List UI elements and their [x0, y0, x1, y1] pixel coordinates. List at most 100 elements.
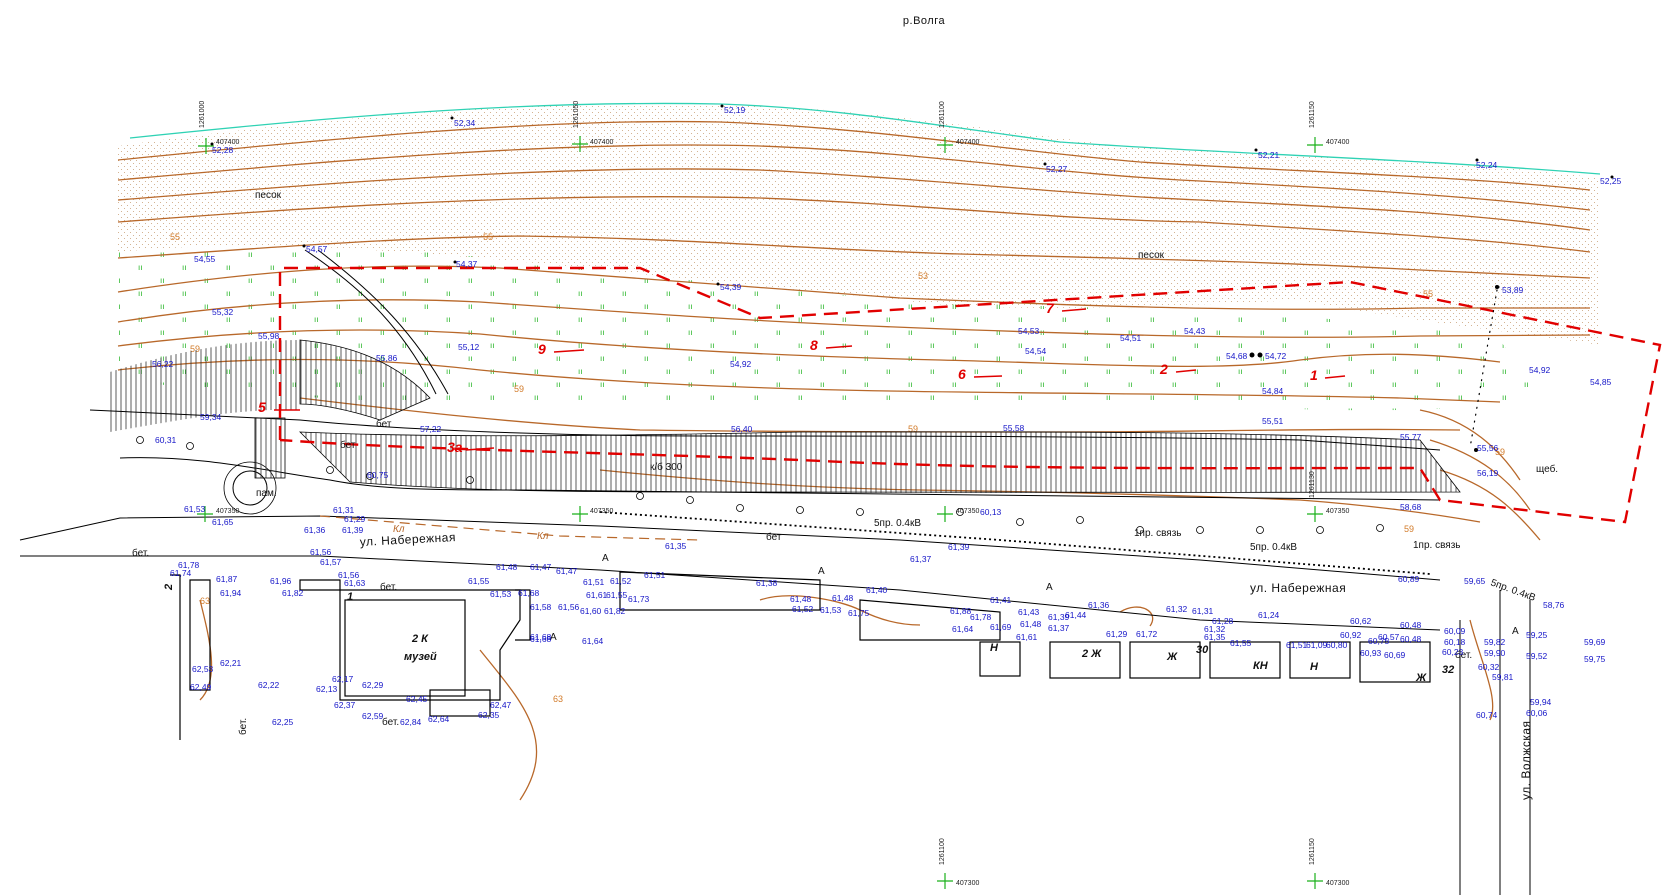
svg-text:54,85: 54,85	[1590, 377, 1612, 387]
svg-text:55,77: 55,77	[1400, 432, 1422, 442]
svg-text:61,65: 61,65	[212, 517, 234, 527]
utility-labels: 5пр. 0.4кВ 5пр. 0.4кВ 5пр. 0.4кВ 1пр. св…	[393, 518, 1537, 604]
street-naberezhnaya-south	[20, 555, 1441, 631]
svg-text:А: А	[602, 553, 609, 564]
svg-text:62,17: 62,17	[332, 674, 354, 684]
svg-text:407350: 407350	[1326, 508, 1349, 515]
svg-text:61,39: 61,39	[948, 542, 970, 552]
svg-text:61,75: 61,75	[848, 608, 870, 618]
svg-text:61,69: 61,69	[990, 622, 1012, 632]
svg-text:60,62: 60,62	[1350, 616, 1372, 626]
svg-text:музей: музей	[404, 651, 437, 663]
svg-text:61,78: 61,78	[178, 560, 200, 570]
svg-text:61,64: 61,64	[952, 624, 974, 634]
svg-text:Ж: Ж	[1166, 651, 1178, 663]
svg-text:А: А	[1512, 626, 1519, 637]
svg-text:2: 2	[1159, 361, 1168, 377]
svg-text:54,37: 54,37	[456, 259, 478, 269]
svg-text:62,21: 62,21	[220, 658, 242, 668]
street-naberezhnaya-north	[19, 515, 1441, 581]
svg-text:1261050: 1261050	[573, 101, 580, 128]
svg-text:61,87: 61,87	[216, 574, 238, 584]
survey-points	[210, 104, 1614, 452]
svg-text:61,48: 61,48	[832, 593, 854, 603]
svg-text:61,53: 61,53	[820, 605, 842, 615]
svg-text:бет: бет	[340, 439, 356, 451]
svg-text:60,48: 60,48	[1400, 620, 1422, 630]
svg-text:62,22: 62,22	[258, 680, 280, 690]
svg-text:59: 59	[908, 424, 918, 434]
svg-text:59,75: 59,75	[1584, 654, 1606, 664]
svg-text:54,92: 54,92	[730, 359, 752, 369]
svg-text:56,22: 56,22	[152, 359, 174, 369]
svg-text:3а: 3а	[447, 439, 463, 455]
svg-text:61,35: 61,35	[665, 541, 687, 551]
east-fence	[1469, 289, 1498, 449]
grid-labels: 1261000 1261050 1261100 1261150 1261100 …	[199, 101, 1349, 887]
promenade-edge	[89, 409, 1441, 451]
svg-text:61,47: 61,47	[556, 566, 578, 576]
slope-hatch-west	[110, 340, 300, 432]
svg-text:61,32: 61,32	[1166, 604, 1188, 614]
monument-circle	[232, 470, 268, 506]
ramp-path	[304, 249, 449, 395]
svg-text:1пр. связь: 1пр. связь	[1134, 528, 1182, 539]
svg-text:5пр. 0.4кВ: 5пр. 0.4кВ	[1250, 542, 1297, 553]
svg-text:61,47: 61,47	[530, 562, 552, 572]
svg-text:61,48: 61,48	[790, 594, 812, 604]
svg-text:1261100: 1261100	[939, 101, 946, 128]
svg-text:1261130: 1261130	[1309, 471, 1316, 498]
svg-text:61,58: 61,58	[530, 602, 552, 612]
svg-text:63: 63	[553, 694, 563, 704]
street-name-volzhskaya: ул. Волжская	[1519, 720, 1533, 800]
svg-text:60,06: 60,06	[1526, 708, 1548, 718]
svg-text:407400: 407400	[956, 139, 979, 146]
svg-text:62,59: 62,59	[362, 711, 384, 721]
svg-text:5: 5	[258, 399, 266, 415]
svg-text:62,35: 62,35	[478, 710, 500, 720]
sand-area	[118, 103, 1600, 345]
svg-text:60,57: 60,57	[1378, 632, 1400, 642]
svg-text:407300: 407300	[956, 880, 979, 887]
utility-line	[599, 511, 1431, 575]
svg-text:61,32: 61,32	[1204, 624, 1226, 634]
elevation-labels: 52,28 52,34 52,19 52,27 52,21 52,24 52,2…	[152, 105, 1622, 727]
svg-text:62,25: 62,25	[272, 717, 294, 727]
svg-text:60,80: 60,80	[1326, 640, 1348, 650]
waterline	[129, 102, 1601, 175]
svg-text:54,39: 54,39	[720, 282, 742, 292]
svg-text:щеб.: щеб.	[1536, 463, 1558, 475]
svg-text:бет.: бет.	[237, 718, 249, 735]
svg-text:1261000: 1261000	[199, 101, 206, 128]
svg-text:54,72: 54,72	[1265, 351, 1287, 361]
svg-text:52,28: 52,28	[212, 145, 234, 155]
svg-text:КН: КН	[1253, 660, 1269, 672]
svg-text:бет: бет	[376, 418, 392, 430]
svg-text:54,55: 54,55	[194, 254, 216, 264]
grid-crosses	[197, 136, 1323, 889]
svg-text:Н: Н	[990, 642, 999, 654]
svg-text:61,41: 61,41	[990, 595, 1012, 605]
svg-text:62,13: 62,13	[316, 684, 338, 694]
svg-text:60,31: 60,31	[155, 435, 177, 445]
svg-text:бет.: бет.	[380, 581, 397, 593]
svg-text:7: 7	[1046, 300, 1055, 316]
svg-text:61,28: 61,28	[1212, 616, 1234, 626]
svg-text:61,60: 61,60	[580, 606, 602, 616]
svg-text:62,64: 62,64	[428, 714, 450, 724]
svg-text:407400: 407400	[216, 139, 239, 146]
svg-text:61,09: 61,09	[1306, 640, 1328, 650]
svg-text:62,37: 62,37	[334, 700, 356, 710]
svg-text:55,98: 55,98	[258, 331, 280, 341]
svg-text:62,29: 62,29	[362, 680, 384, 690]
svg-text:бет.: бет.	[1455, 649, 1472, 661]
svg-text:54,54: 54,54	[1025, 346, 1047, 356]
svg-text:60,69: 60,69	[1384, 650, 1406, 660]
svg-text:62,49: 62,49	[190, 682, 212, 692]
svg-text:52,21: 52,21	[1258, 150, 1280, 160]
svg-text:54,84: 54,84	[1262, 386, 1284, 396]
svg-text:6: 6	[958, 366, 966, 382]
svg-text:61,31: 61,31	[333, 505, 355, 515]
svg-text:59: 59	[190, 344, 200, 354]
svg-text:61,61: 61,61	[1016, 632, 1038, 642]
